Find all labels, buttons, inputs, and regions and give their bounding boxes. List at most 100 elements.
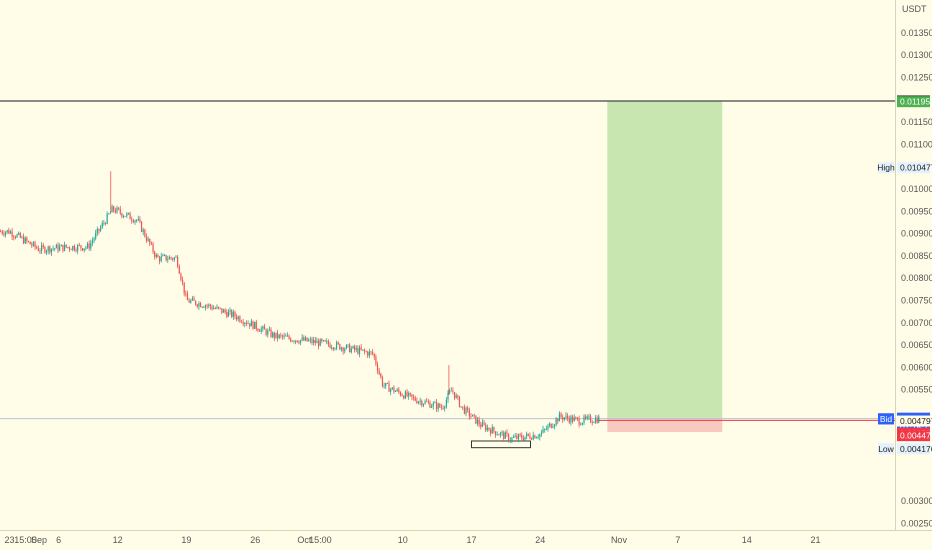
candle-body [267, 330, 269, 335]
candle-body [252, 321, 254, 329]
candle-body [39, 250, 41, 252]
candle-body [396, 389, 398, 392]
candle-body [240, 321, 243, 323]
candle-body [431, 406, 433, 408]
candle-body [460, 406, 462, 408]
candle-body [514, 435, 516, 438]
candle-body [517, 434, 520, 439]
candle-body [316, 340, 318, 344]
candle-body [403, 395, 405, 399]
candle-body [6, 230, 8, 233]
candle-body [437, 403, 439, 410]
candle-body [85, 247, 87, 249]
support-box[interactable] [471, 440, 531, 449]
candle-body [55, 244, 57, 249]
candle-body [52, 248, 54, 250]
candle-body [21, 236, 23, 238]
price-tag-label: 0.004176 [900, 444, 932, 454]
candle-body [390, 388, 392, 392]
candle-body [183, 282, 185, 294]
price-tag-prefix-label: High [877, 163, 895, 173]
x-tick-label: 14 [742, 535, 752, 545]
candle-body [155, 254, 157, 257]
candle-body [394, 391, 397, 392]
candle-body [242, 322, 244, 324]
candle-body [67, 247, 69, 248]
x-tick-label: 26 [250, 535, 260, 545]
price-tag-label: 0.004470 [900, 431, 932, 441]
candle-body [126, 213, 128, 217]
candle-body [352, 346, 354, 349]
candle-body [201, 306, 203, 308]
candle-body [119, 209, 121, 214]
candle-body [347, 344, 349, 346]
candle-body [386, 382, 388, 384]
candle-body [255, 321, 257, 329]
candle-body [562, 416, 564, 420]
candle-body [13, 236, 15, 238]
candle-body [530, 438, 533, 440]
candle-body [204, 305, 207, 308]
candle-body [344, 348, 346, 352]
candle-body [152, 243, 154, 252]
candle-body [355, 348, 357, 350]
candle-body [458, 396, 461, 407]
candle-body [557, 418, 559, 422]
candle-body [504, 432, 506, 439]
candle-body [18, 233, 20, 235]
candle-body [444, 406, 446, 409]
candle-body [224, 309, 226, 313]
candle-body [77, 245, 79, 251]
candle-body [358, 347, 361, 354]
candle-body [553, 424, 556, 427]
candle-body [160, 256, 162, 262]
candle-body [421, 400, 423, 406]
candle-body [440, 407, 443, 409]
candle-body [270, 329, 272, 337]
candle-body [414, 397, 416, 401]
price-tag [897, 415, 930, 427]
profit-target-zone[interactable] [607, 101, 723, 419]
candle-body [535, 437, 538, 439]
candle-body [549, 423, 551, 426]
candle-body [116, 207, 118, 213]
candle-body [442, 407, 444, 409]
candle-body [532, 435, 534, 440]
candle-body [427, 401, 429, 403]
candle-body [157, 254, 159, 258]
candle-body [159, 257, 161, 262]
candle-body [393, 387, 395, 392]
candle-body [313, 340, 315, 343]
candle-body [450, 390, 452, 392]
candle-body [191, 298, 193, 301]
candle-body [586, 416, 588, 419]
candle-body [534, 435, 536, 439]
candle-body [19, 233, 21, 238]
candle-body [0, 231, 2, 233]
candle-body [485, 424, 487, 431]
candle-body [335, 342, 338, 349]
candle-body [229, 310, 231, 312]
candle-body [512, 437, 515, 438]
candle-body [113, 206, 115, 211]
candle-body [376, 364, 379, 372]
candle-body [188, 300, 190, 303]
x-tick-label: 6 [56, 535, 61, 545]
stop-loss-zone[interactable] [607, 418, 723, 433]
candle-body [29, 241, 31, 245]
candle-body [317, 340, 320, 347]
candle-body [422, 403, 425, 406]
candle-body [598, 416, 600, 423]
candle-body [301, 337, 303, 340]
x-tick-label: 15:00 [309, 535, 332, 545]
candle-body [401, 395, 403, 397]
candle-body [308, 340, 310, 342]
candle-body [360, 347, 362, 350]
price-tag [897, 443, 930, 455]
candle-body [129, 213, 131, 220]
candle-body [37, 248, 39, 251]
